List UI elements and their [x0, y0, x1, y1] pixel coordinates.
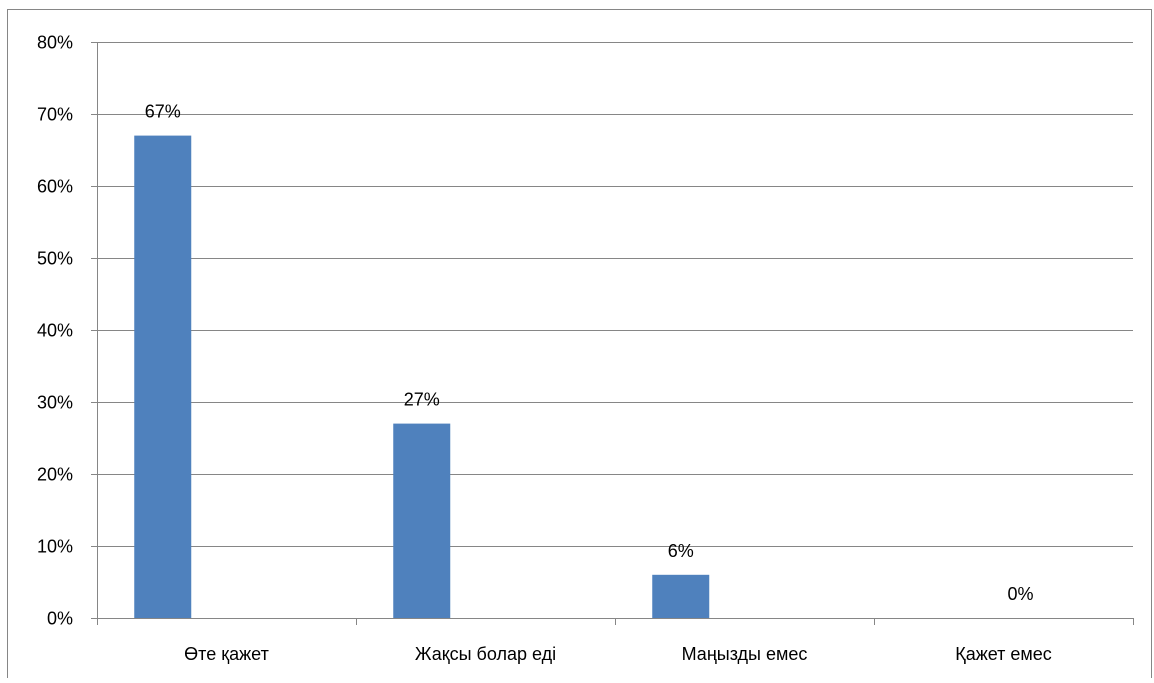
y-tick-label: 20%: [37, 465, 73, 485]
bar: [652, 574, 710, 618]
bars: [134, 135, 710, 618]
gridlines: [97, 42, 1133, 547]
y-tick-label: 50%: [37, 249, 73, 269]
bar: [393, 423, 451, 618]
x-tick-labels: Өте қажет Жақсы болар еді Маңызды емес Қаже…: [184, 644, 1052, 664]
y-tick-label: 40%: [37, 321, 73, 341]
data-label: 6%: [668, 541, 694, 561]
x-tick-label: Қажет емес: [955, 644, 1052, 664]
data-labels: 67% 27% 6% 0%: [145, 102, 1034, 604]
x-tick-label: Өте қажет: [184, 644, 269, 664]
y-tick-label: 0%: [47, 609, 73, 629]
x-tick-label: Маңызды емес: [682, 644, 808, 664]
y-tick-label: 60%: [37, 177, 73, 197]
axes: [91, 42, 1134, 625]
data-label: 67%: [145, 102, 181, 122]
y-tick-label: 80%: [37, 33, 73, 53]
y-tick-label: 70%: [37, 105, 73, 125]
x-tick-label: Жақсы болар еді: [415, 644, 556, 664]
data-label: 27%: [404, 390, 440, 410]
bar: [134, 135, 192, 618]
data-label: 0%: [1007, 584, 1033, 604]
y-tick-label: 10%: [37, 537, 73, 557]
y-tick-label: 30%: [37, 393, 73, 413]
chart-border: [7, 9, 1152, 683]
y-tick-labels: 0% 10% 20% 30% 40% 50% 60% 70% 80%: [37, 33, 73, 629]
